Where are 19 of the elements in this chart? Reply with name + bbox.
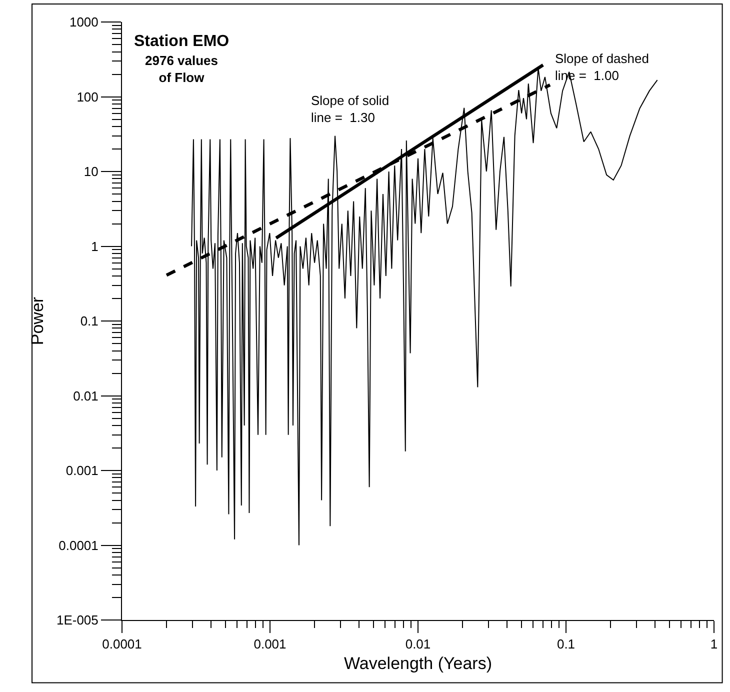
text: 2976 values of Flow <box>145 53 218 85</box>
x-tick-label: 0.001 <box>254 636 286 652</box>
y-tick-label: 100 <box>76 89 98 104</box>
y-tick-label: 0.0001 <box>58 538 98 553</box>
y-axis-title: Power <box>28 296 48 346</box>
y-tick-label: 0.001 <box>66 463 98 478</box>
x-tick-label: 0.01 <box>405 636 431 652</box>
x-tick-label: 1 <box>710 636 718 652</box>
y-tick-label: 0.01 <box>73 388 98 404</box>
text: Station EMO <box>134 33 230 50</box>
y-tick-label: 1 <box>91 238 98 254</box>
y-tick-label: 0.1 <box>80 314 98 329</box>
x-axis-title: Wavelength (Years) <box>344 654 492 673</box>
y-tick-label: 1E-005 <box>56 612 98 628</box>
x-tick-label: 0.0001 <box>102 636 142 652</box>
y-tick-label: 1000 <box>69 14 98 30</box>
y-tick-label: 10 <box>84 164 98 180</box>
x-tick-label: 0.1 <box>556 636 576 652</box>
annotation: Slope of solid line = 1.30 <box>311 93 390 125</box>
